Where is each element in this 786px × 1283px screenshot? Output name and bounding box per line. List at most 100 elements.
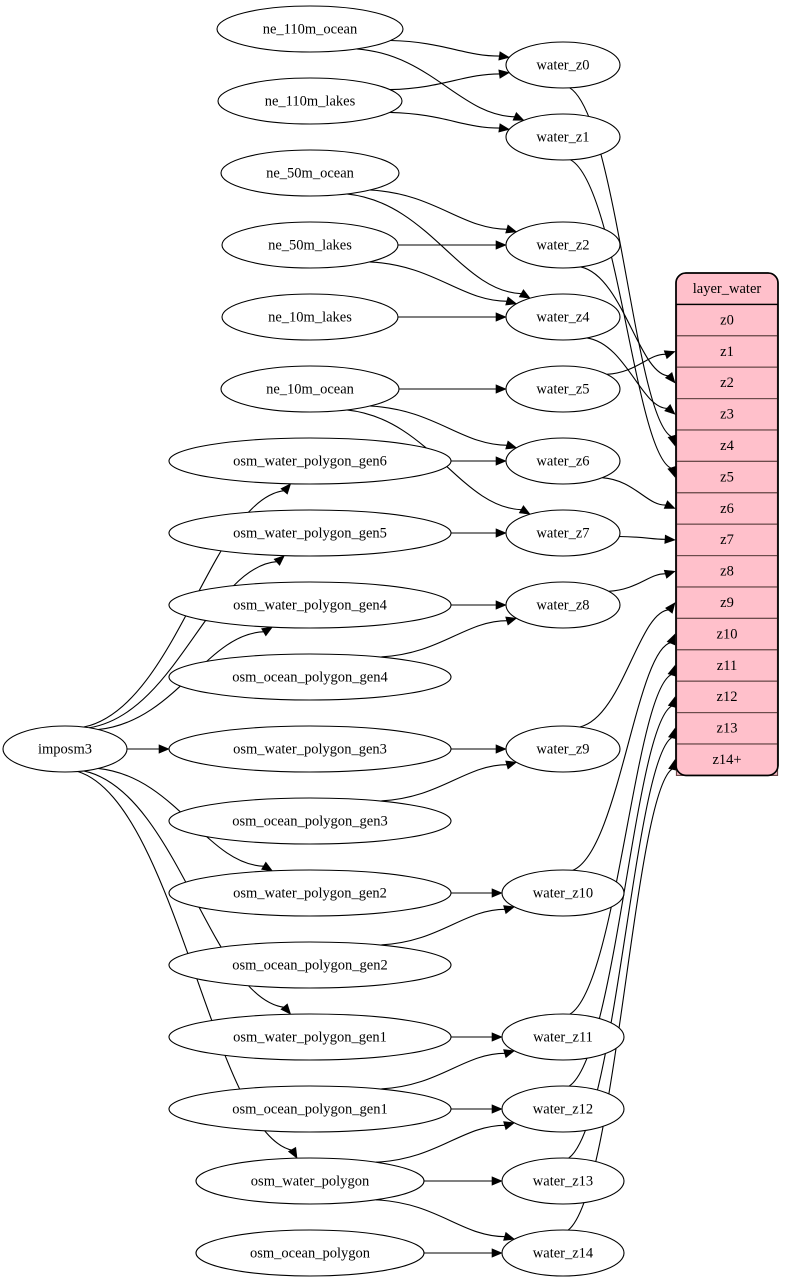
layer-water-table[interactable]: z0 z1 z2 z3 z4 z5 z6 z7 z8 z9 z10 z11 z12 z13 z14+ laye…: [675, 272, 779, 777]
node-ne_50m_ocean[interactable]: ne_50m_ocean: [220, 149, 400, 197]
edge-arrowhead: [495, 528, 507, 538]
layer-row-z10[interactable]: z10: [675, 617, 779, 651]
layer-row-label: z6: [720, 501, 734, 517]
node-ellipse[interactable]: [168, 797, 452, 845]
node-ellipse[interactable]: [195, 1229, 425, 1277]
node-water_z1[interactable]: water_z1: [505, 113, 621, 161]
layer-row-box[interactable]: [675, 523, 779, 557]
node-ne_110m_ocean[interactable]: ne_110m_ocean: [216, 5, 404, 53]
node-osm_water_polygon_gen6[interactable]: osm_water_polygon_gen6: [168, 437, 452, 485]
layer-row-z0[interactable]: z0: [675, 303, 779, 337]
node-ellipse[interactable]: [168, 437, 452, 485]
node-osm_ocean_polygon_gen3[interactable]: osm_ocean_polygon_gen3: [168, 797, 452, 845]
node-osm_water_polygon_gen1[interactable]: osm_water_polygon_gen1: [168, 1013, 452, 1061]
node-ellipse[interactable]: [505, 725, 621, 773]
node-ellipse[interactable]: [501, 1157, 625, 1205]
layer-row-box[interactable]: [675, 554, 779, 588]
node-ne_50m_lakes[interactable]: ne_50m_lakes: [221, 221, 399, 269]
layer-row-z5[interactable]: z5: [675, 460, 779, 494]
layer-row-box[interactable]: [675, 492, 779, 525]
node-ellipse[interactable]: [221, 221, 399, 269]
node-ellipse[interactable]: [168, 581, 452, 629]
layer-row-z7[interactable]: z7: [675, 523, 779, 557]
layer-row-z14+[interactable]: z14+: [675, 743, 779, 776]
node-water_z2[interactable]: water_z2: [505, 221, 621, 269]
node-ellipse[interactable]: [168, 509, 452, 557]
node-osm_ocean_polygon_gen4[interactable]: osm_ocean_polygon_gen4: [168, 653, 452, 701]
node-osm_water_polygon_gen2[interactable]: osm_water_polygon_gen2: [168, 869, 452, 917]
node-water_z8[interactable]: water_z8: [505, 581, 621, 629]
edge-arrowhead: [663, 500, 676, 509]
node-ellipse[interactable]: [505, 581, 621, 629]
layer-water-header: layer_water: [693, 281, 762, 297]
node-ellipse[interactable]: [505, 113, 621, 161]
node-water_z14[interactable]: water_z14: [501, 1229, 625, 1277]
layer-row-z8[interactable]: z8: [675, 554, 779, 588]
node-ellipse[interactable]: [220, 365, 400, 413]
node-ellipse[interactable]: [168, 941, 452, 989]
node-ellipse[interactable]: [216, 5, 404, 53]
node-water_z6[interactable]: water_z6: [505, 437, 621, 485]
node-water_z4[interactable]: water_z4: [505, 293, 621, 341]
layer-row-box[interactable]: [675, 680, 779, 714]
layer-row-box[interactable]: [675, 303, 779, 337]
node-osm_water_polygon_gen4[interactable]: osm_water_polygon_gen4: [168, 581, 452, 629]
edge-arrowhead: [273, 555, 285, 566]
edge-arrowhead: [491, 1248, 503, 1258]
node-imposm3[interactable]: imposm3: [2, 725, 128, 773]
node-ellipse[interactable]: [505, 41, 621, 89]
node-ne_10m_lakes[interactable]: ne_10m_lakes: [221, 293, 399, 341]
layer-row-z12[interactable]: z12: [675, 680, 779, 714]
node-ellipse[interactable]: [220, 149, 400, 197]
layer-row-z1[interactable]: z1: [675, 335, 779, 368]
node-ellipse[interactable]: [168, 869, 452, 917]
node-water_z0[interactable]: water_z0: [505, 41, 621, 89]
layer-row-z2[interactable]: z2: [675, 366, 779, 400]
node-ellipse[interactable]: [505, 437, 621, 485]
layer-row-z9[interactable]: z9: [675, 586, 779, 619]
node-ellipse[interactable]: [195, 1157, 425, 1205]
node-water_z10[interactable]: water_z10: [501, 869, 625, 917]
node-water_z9[interactable]: water_z9: [505, 725, 621, 773]
node-ellipse[interactable]: [501, 1013, 625, 1061]
node-ellipse[interactable]: [168, 653, 452, 701]
node-ne_110m_lakes[interactable]: ne_110m_lakes: [217, 77, 403, 125]
layer-row-z6[interactable]: z6: [675, 492, 779, 525]
layer-row-box[interactable]: [675, 429, 779, 462]
node-water_z11[interactable]: water_z11: [501, 1013, 625, 1061]
node-ne_10m_ocean[interactable]: ne_10m_ocean: [220, 365, 400, 413]
node-ellipse[interactable]: [505, 365, 621, 413]
node-ellipse[interactable]: [505, 293, 621, 341]
layer-row-box[interactable]: [675, 460, 779, 494]
node-ellipse[interactable]: [505, 509, 621, 557]
node-water_z12[interactable]: water_z12: [501, 1085, 625, 1133]
node-water_z13[interactable]: water_z13: [501, 1157, 625, 1205]
node-osm_water_polygon[interactable]: osm_water_polygon: [195, 1157, 425, 1205]
layer-row-box[interactable]: [675, 743, 779, 776]
edges-layer: [77, 39, 678, 1258]
node-osm_ocean_polygon[interactable]: osm_ocean_polygon: [195, 1229, 425, 1277]
node-ellipse[interactable]: [501, 1229, 625, 1277]
node-ellipse[interactable]: [2, 725, 128, 773]
layer-row-box[interactable]: [675, 398, 779, 431]
layer-row-z3[interactable]: z3: [675, 398, 779, 431]
node-osm_ocean_polygon_gen2[interactable]: osm_ocean_polygon_gen2: [168, 941, 452, 989]
node-ellipse[interactable]: [217, 77, 403, 125]
node-ellipse[interactable]: [501, 1085, 625, 1133]
node-label: ne_50m_lakes: [268, 237, 352, 253]
node-ellipse[interactable]: [168, 1085, 452, 1133]
node-ellipse[interactable]: [168, 725, 452, 773]
node-osm_water_polygon_gen5[interactable]: osm_water_polygon_gen5: [168, 509, 452, 557]
node-ellipse[interactable]: [168, 1013, 452, 1061]
node-ellipse[interactable]: [221, 293, 399, 341]
node-ellipse[interactable]: [501, 869, 625, 917]
node-osm_water_polygon_gen3[interactable]: osm_water_polygon_gen3: [168, 725, 452, 773]
node-ellipse[interactable]: [505, 221, 621, 269]
layer-row-z13[interactable]: z13: [675, 711, 779, 745]
node-osm_ocean_polygon_gen1[interactable]: osm_ocean_polygon_gen1: [168, 1085, 452, 1133]
layer-row-z4[interactable]: z4: [675, 429, 779, 462]
node-water_z7[interactable]: water_z7: [505, 509, 621, 557]
layer-row-z11[interactable]: z11: [675, 649, 779, 682]
layer-row-label: z13: [717, 721, 738, 737]
node-water_z5[interactable]: water_z5: [505, 365, 621, 413]
